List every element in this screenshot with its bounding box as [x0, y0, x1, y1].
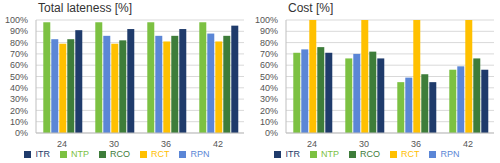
svg-text:42: 42	[213, 139, 223, 149]
svg-text:40%: 40%	[10, 83, 28, 93]
svg-text:30%: 30%	[10, 94, 28, 104]
svg-text:60%: 60%	[10, 60, 28, 70]
svg-text:24: 24	[57, 139, 67, 149]
svg-text:30%: 30%	[260, 94, 278, 104]
svg-text:50%: 50%	[260, 72, 278, 82]
svg-text:0%: 0%	[265, 128, 278, 138]
svg-text:90%: 90%	[10, 26, 28, 36]
svg-text:30: 30	[109, 139, 119, 149]
svg-text:10%: 10%	[260, 117, 278, 127]
svg-text:0%: 0%	[15, 128, 28, 138]
html-text:RPN: RPN	[190, 149, 210, 159]
svg-text:24: 24	[307, 139, 317, 149]
svg-text:100%: 100%	[8, 16, 28, 25]
svg-text:50%: 50%	[10, 72, 28, 82]
svg-text:80%: 80%	[260, 38, 278, 48]
html-text:RPN: RPN	[440, 149, 460, 159]
svg-text:100%: 100%	[255, 16, 278, 25]
html-text:RCT: RCT	[401, 149, 420, 159]
html-text:RCO: RCO	[110, 149, 130, 159]
svg-text:90%: 90%	[260, 26, 278, 36]
svg-text:10%: 10%	[10, 117, 28, 127]
html-text:RCO: RCO	[360, 149, 380, 159]
svg-text:40%: 40%	[260, 83, 278, 93]
html-text:NTP: NTP	[71, 149, 89, 159]
svg-text:30: 30	[359, 139, 369, 149]
svg-text:60%: 60%	[260, 60, 278, 70]
svg-text:70%: 70%	[10, 49, 28, 59]
svg-text:36: 36	[411, 139, 421, 149]
svg-text:42: 42	[463, 139, 473, 149]
html-text:RCT: RCT	[151, 149, 170, 159]
html-text:ITR: ITR	[285, 149, 300, 159]
html-text:Total lateness [%]: Total lateness [%]	[38, 1, 133, 15]
svg-text:70%: 70%	[260, 49, 278, 59]
html-text:Cost [%]: Cost [%]	[288, 1, 334, 15]
html-text:NTP: NTP	[321, 149, 339, 159]
html-text:ITR: ITR	[35, 149, 50, 159]
svg-text:80%: 80%	[10, 38, 28, 48]
svg-text:20%: 20%	[260, 106, 278, 116]
svg-text:36: 36	[161, 139, 171, 149]
svg-text:20%: 20%	[10, 106, 28, 116]
